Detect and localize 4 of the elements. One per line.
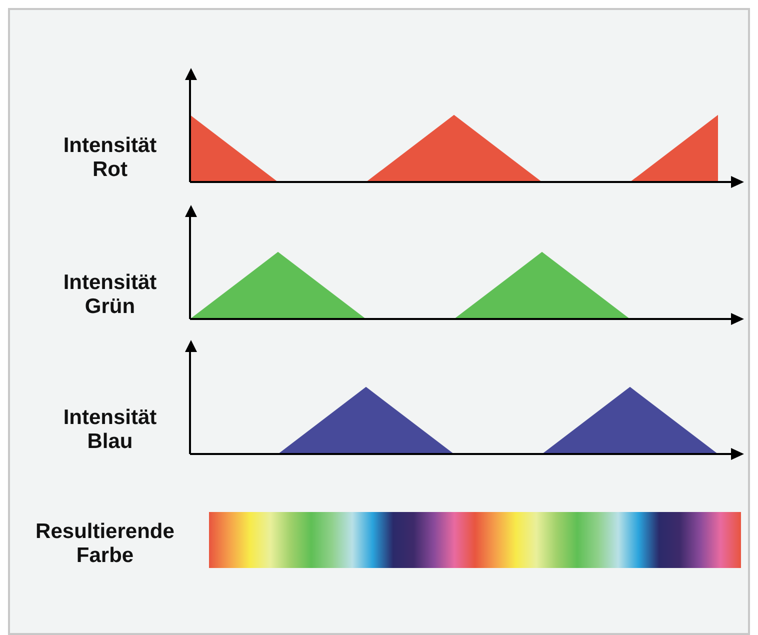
y-axis-title: Intensität Rot xyxy=(62,134,158,182)
y-axis-title: Intensität Grün xyxy=(62,271,158,319)
text: Resultierende Farbe xyxy=(34,520,176,568)
y-axis-title: Intensität Blau xyxy=(62,406,158,454)
